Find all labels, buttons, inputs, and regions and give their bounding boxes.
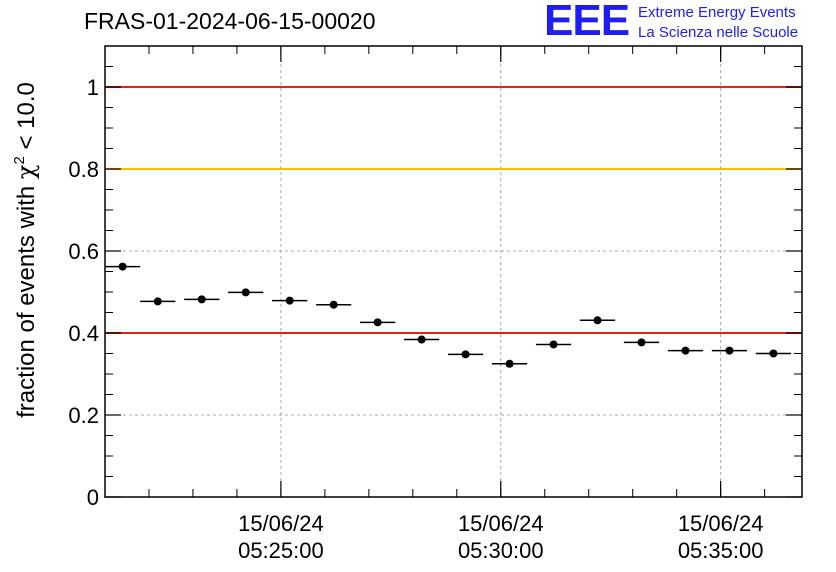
chart-title: FRAS-01-2024-06-15-00020: [84, 8, 376, 34]
data-point: [417, 335, 426, 344]
plot-frame: [104, 45, 803, 498]
y-tick-label: 0.8: [68, 157, 99, 182]
reference-lines: [105, 86, 802, 334]
x-tick-label-date: 15/06/24: [458, 511, 544, 536]
logo-line-2: La Scienza nelle Scuole: [638, 24, 799, 41]
x-tick-label-date: 15/06/24: [678, 511, 764, 536]
data-point: [637, 338, 646, 347]
data-point: [549, 340, 558, 349]
y-axis-label: fraction of events with χ2 < 10.0: [11, 82, 40, 418]
data-point: [593, 316, 602, 325]
data-points: [105, 262, 792, 368]
data-point: [118, 262, 127, 271]
data-point: [241, 288, 250, 297]
data-point: [197, 295, 206, 304]
data-point: [329, 300, 338, 309]
eee-logo: EEE: [544, 0, 630, 45]
data-point: [505, 359, 514, 368]
logo-line-1: Extreme Energy Events: [638, 4, 796, 21]
y-tick-label: 0.2: [68, 403, 99, 428]
data-point: [461, 350, 470, 359]
x-tick-label-time: 05:25:00: [238, 538, 324, 563]
data-point: [725, 346, 734, 355]
x-tick-label-date: 15/06/24: [238, 511, 324, 536]
data-point: [285, 296, 294, 305]
x-tick-label-time: 05:30:00: [458, 538, 544, 563]
data-point: [681, 346, 690, 355]
y-tick-label: 1: [87, 75, 99, 100]
axes: 00.20.40.60.8115/06/2405:25:0015/06/2405…: [68, 45, 803, 563]
y-tick-label: 0: [87, 485, 99, 510]
y-tick-label: 0.6: [68, 239, 99, 264]
data-point: [153, 297, 162, 306]
data-point: [769, 349, 778, 358]
y-tick-label: 0.4: [68, 321, 99, 346]
x-tick-label-time: 05:35:00: [678, 538, 764, 563]
data-point: [373, 318, 382, 327]
grid-layer: [105, 46, 802, 497]
